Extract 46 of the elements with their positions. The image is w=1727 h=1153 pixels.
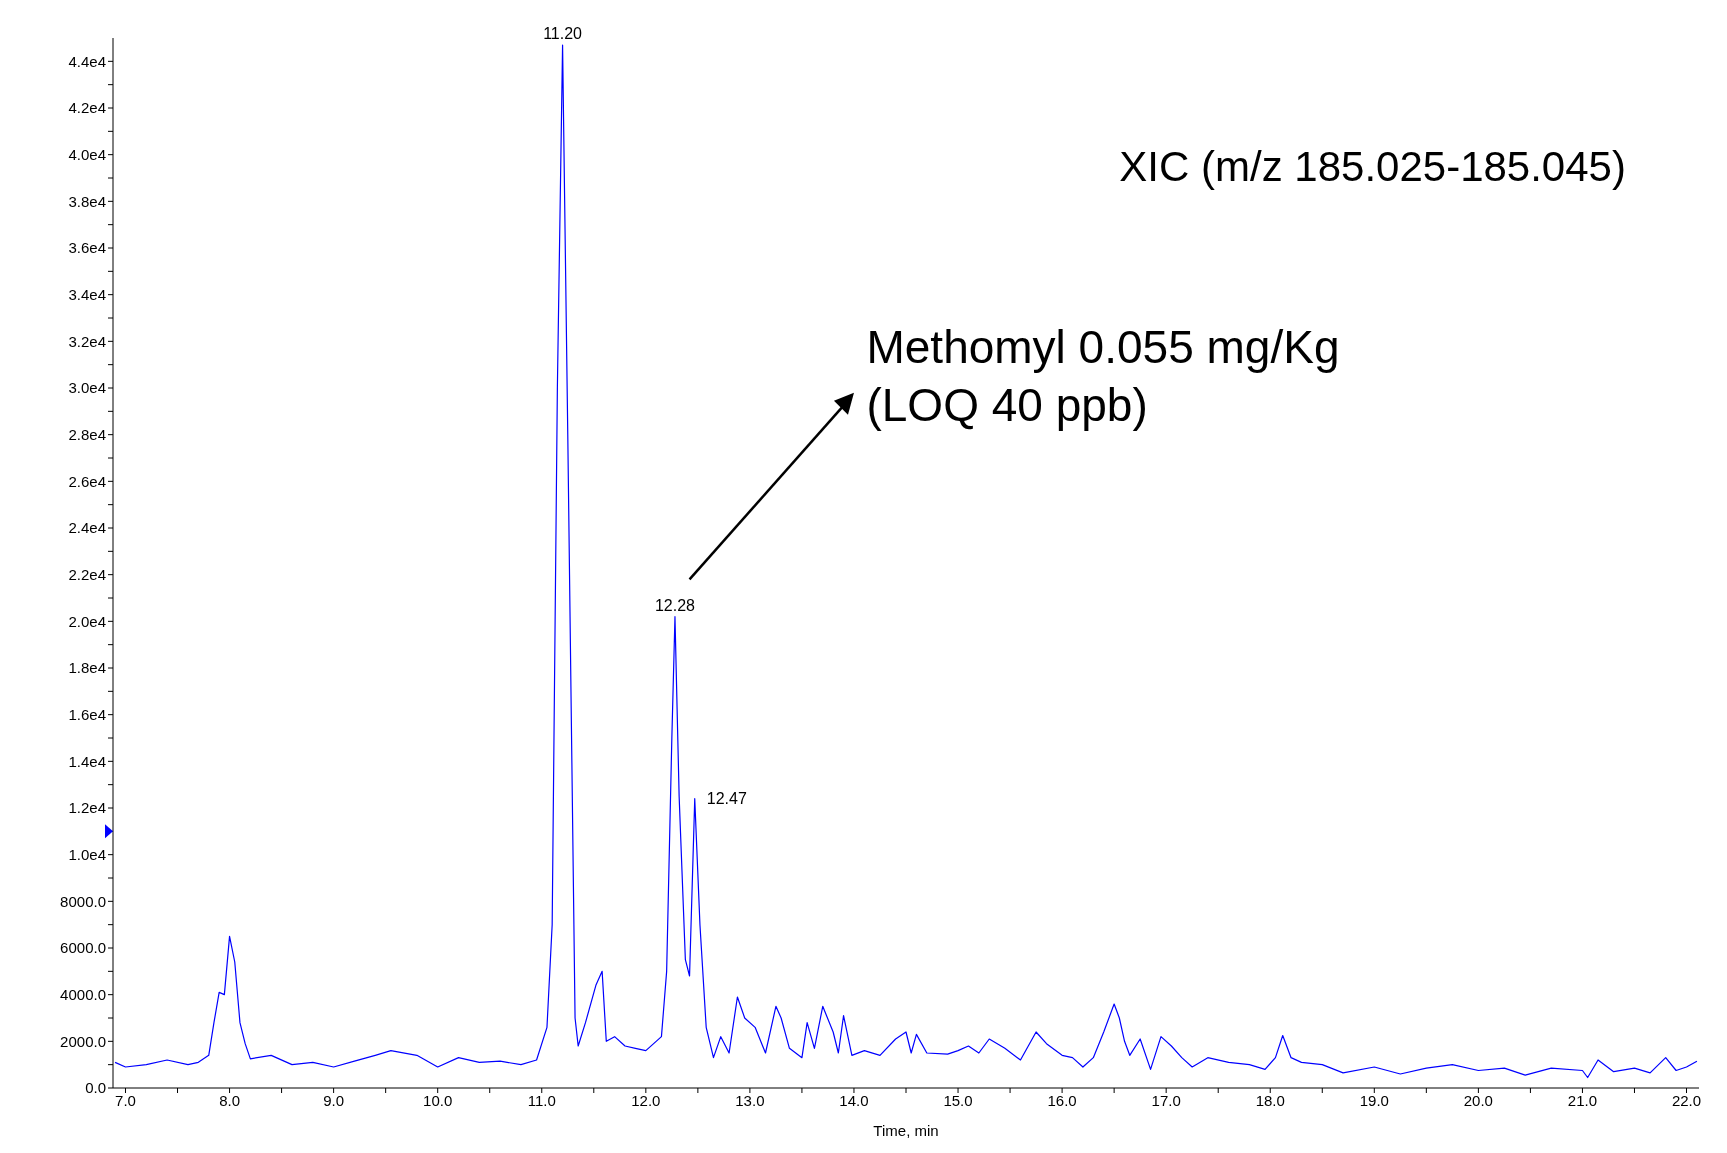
y-tick-label: 4.4e4 xyxy=(68,52,106,70)
x-tick-label: 11.0 xyxy=(527,1091,556,1109)
x-tick-label: 20.0 xyxy=(1463,1091,1493,1109)
annotation: 12.47 xyxy=(706,790,747,808)
x-tick-label: 15.0 xyxy=(943,1091,973,1109)
y-tick-label: 2.2e4 xyxy=(68,565,106,583)
y-tick-label: 1.8e4 xyxy=(68,659,106,677)
x-axis-title: Time, min xyxy=(873,1122,939,1139)
y-tick-label: 3.2e4 xyxy=(68,332,106,350)
y-tick-label: 1.4e4 xyxy=(68,752,106,770)
y-tick-label: 2000.0 xyxy=(60,1032,106,1050)
x-tick-label: 7.0 xyxy=(115,1091,136,1109)
x-tick-label: 10.0 xyxy=(423,1091,453,1109)
y-tick-label: 1.6e4 xyxy=(68,705,106,723)
y-tick-label: 1.0e4 xyxy=(68,845,106,863)
x-tick-label: 21.0 xyxy=(1567,1091,1598,1109)
line-series xyxy=(114,44,1698,1079)
y-tick-label: 6000.0 xyxy=(60,939,106,957)
x-tick-label: 13.0 xyxy=(735,1091,765,1109)
annotation: 12.28 xyxy=(654,596,696,614)
y-tick-label: 3.8e4 xyxy=(68,192,106,210)
text: XIC (m/z 185.025-185.045) xyxy=(1119,143,1626,191)
y-tick-label: 3.6e4 xyxy=(68,239,106,257)
x-tick-label: 9.0 xyxy=(323,1091,345,1109)
y-tick-label: 1.2e4 xyxy=(68,799,106,817)
y-tick-label: 3.0e4 xyxy=(68,379,106,397)
x-tick-label: 22.0 xyxy=(1671,1091,1702,1109)
y-tick-label: 2.6e4 xyxy=(68,472,106,490)
y-tick-label: 4.0e4 xyxy=(68,145,106,163)
y-tick-label: 4000.0 xyxy=(60,985,106,1003)
x-tick-label: 19.0 xyxy=(1359,1091,1389,1109)
y-tick-label: 2.4e4 xyxy=(68,519,106,537)
y-tick-label: 8000.0 xyxy=(60,892,106,910)
y-tick-label: 0.0 xyxy=(85,1079,106,1097)
x-tick-label: 16.0 xyxy=(1047,1091,1077,1109)
y-tick-label: 4.2e4 xyxy=(68,99,106,117)
y-tick-label: 3.4e4 xyxy=(68,285,106,303)
x-tick-label: 12.0 xyxy=(631,1091,661,1109)
x-tick-label: 17.0 xyxy=(1151,1091,1181,1109)
annotation: Methomyl 0.055 mg/Kg (LOQ 40 ppb) xyxy=(866,320,1340,433)
x-tick-label: 14.0 xyxy=(839,1091,869,1109)
x-tick-label: 8.0 xyxy=(219,1091,240,1109)
x-tick-label: 18.0 xyxy=(1255,1091,1285,1109)
y-tick-label: 2.8e4 xyxy=(68,425,106,443)
y-tick-label: 2.0e4 xyxy=(68,612,106,630)
annotation: 11.20 xyxy=(543,25,583,42)
